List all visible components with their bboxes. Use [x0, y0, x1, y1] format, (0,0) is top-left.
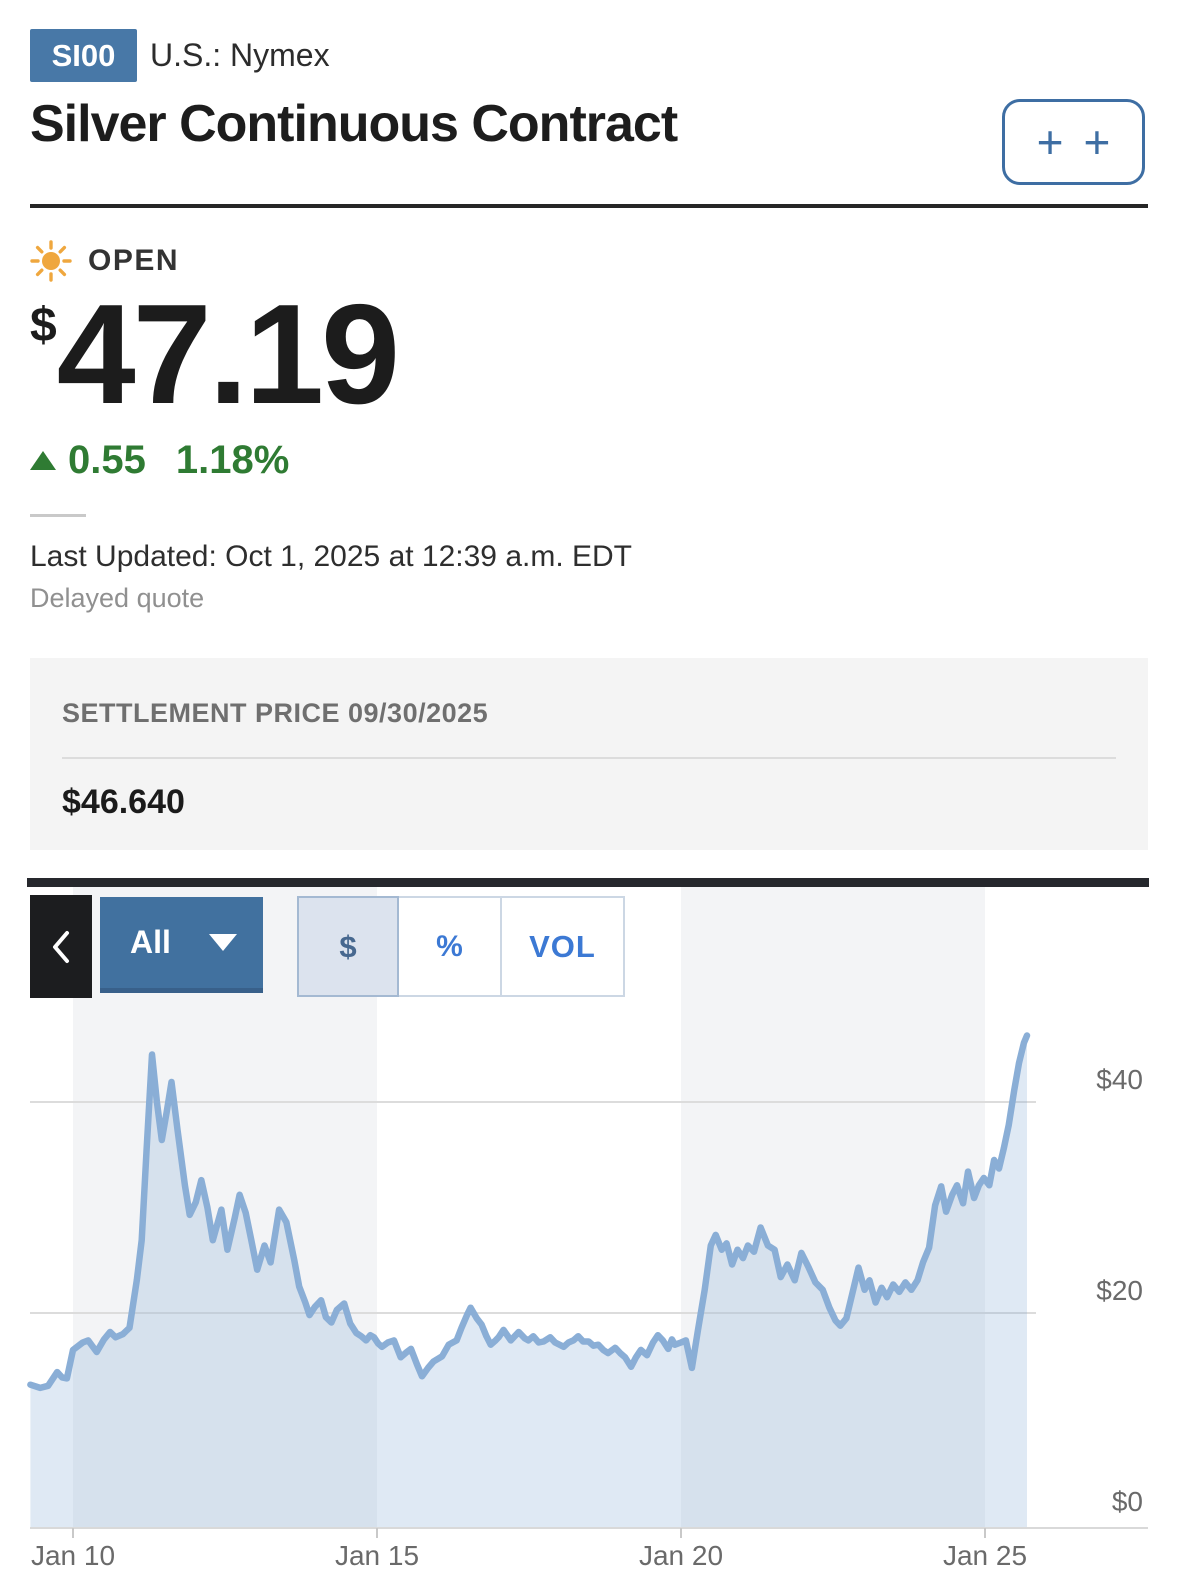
- add-to-watchlist-button[interactable]: + +: [1002, 99, 1145, 185]
- chevron-left-icon: [53, 930, 69, 963]
- y-tick-label: $20: [1096, 1275, 1143, 1306]
- sun-icon: [30, 240, 72, 282]
- range-dropdown[interactable]: All: [100, 897, 263, 993]
- settlement-divider: [62, 757, 1116, 759]
- plus-icon: +: [1083, 116, 1111, 168]
- ticker-badge: SI00: [30, 29, 137, 82]
- change-percent: 1.18%: [175, 438, 290, 482]
- price-chart[interactable]: Jan 10 Jan 15 Jan 20 Jan 25 $0 $20 $40: [0, 880, 1179, 1579]
- market-status-label: OPEN: [88, 244, 180, 277]
- back-button[interactable]: [30, 895, 92, 998]
- x-tick-label: Jan 15: [335, 1540, 419, 1571]
- range-selected-value: All: [130, 924, 171, 960]
- y-tick-label: $40: [1096, 1064, 1143, 1095]
- settlement-label: SETTLEMENT PRICE 09/30/2025: [62, 698, 489, 728]
- up-arrow-icon: [30, 451, 56, 470]
- header-divider: [30, 204, 1148, 208]
- market-status-row: OPEN: [30, 240, 179, 282]
- exchange-label: U.S.: Nymex: [150, 37, 330, 73]
- price-block: $ 47.19: [30, 275, 400, 434]
- currency-symbol: $: [30, 299, 57, 352]
- change-row: 0.55 1.18%: [30, 438, 289, 483]
- toggle-percent[interactable]: %: [399, 896, 502, 997]
- plus-icon: +: [1036, 116, 1064, 168]
- settlement-panel: [30, 658, 1148, 850]
- x-tick-label: Jan 10: [31, 1540, 115, 1571]
- delayed-quote-note: Delayed quote: [30, 583, 205, 613]
- change-value: 0.55: [68, 438, 146, 482]
- toggle-dollar[interactable]: $: [297, 896, 399, 997]
- toggle-volume[interactable]: VOL: [502, 896, 625, 997]
- x-tick-label: Jan 20: [639, 1540, 723, 1571]
- last-price: 47.19: [56, 275, 400, 434]
- chevron-down-icon: [209, 934, 237, 951]
- price-line: [27, 1032, 1031, 1392]
- area-fill: [30, 1035, 1027, 1528]
- settlement-price: $46.640: [62, 783, 185, 821]
- chart-mode-toggle: $ % VOL: [297, 896, 625, 997]
- chart-top-bar: [27, 878, 1149, 887]
- page-title: Silver Continuous Contract: [30, 95, 678, 153]
- x-tick-label: Jan 25: [943, 1540, 1027, 1571]
- y-tick-label: $0: [1112, 1486, 1143, 1517]
- last-updated: Last Updated: Oct 1, 2025 at 12:39 a.m. …: [30, 540, 633, 573]
- divider: [30, 514, 86, 517]
